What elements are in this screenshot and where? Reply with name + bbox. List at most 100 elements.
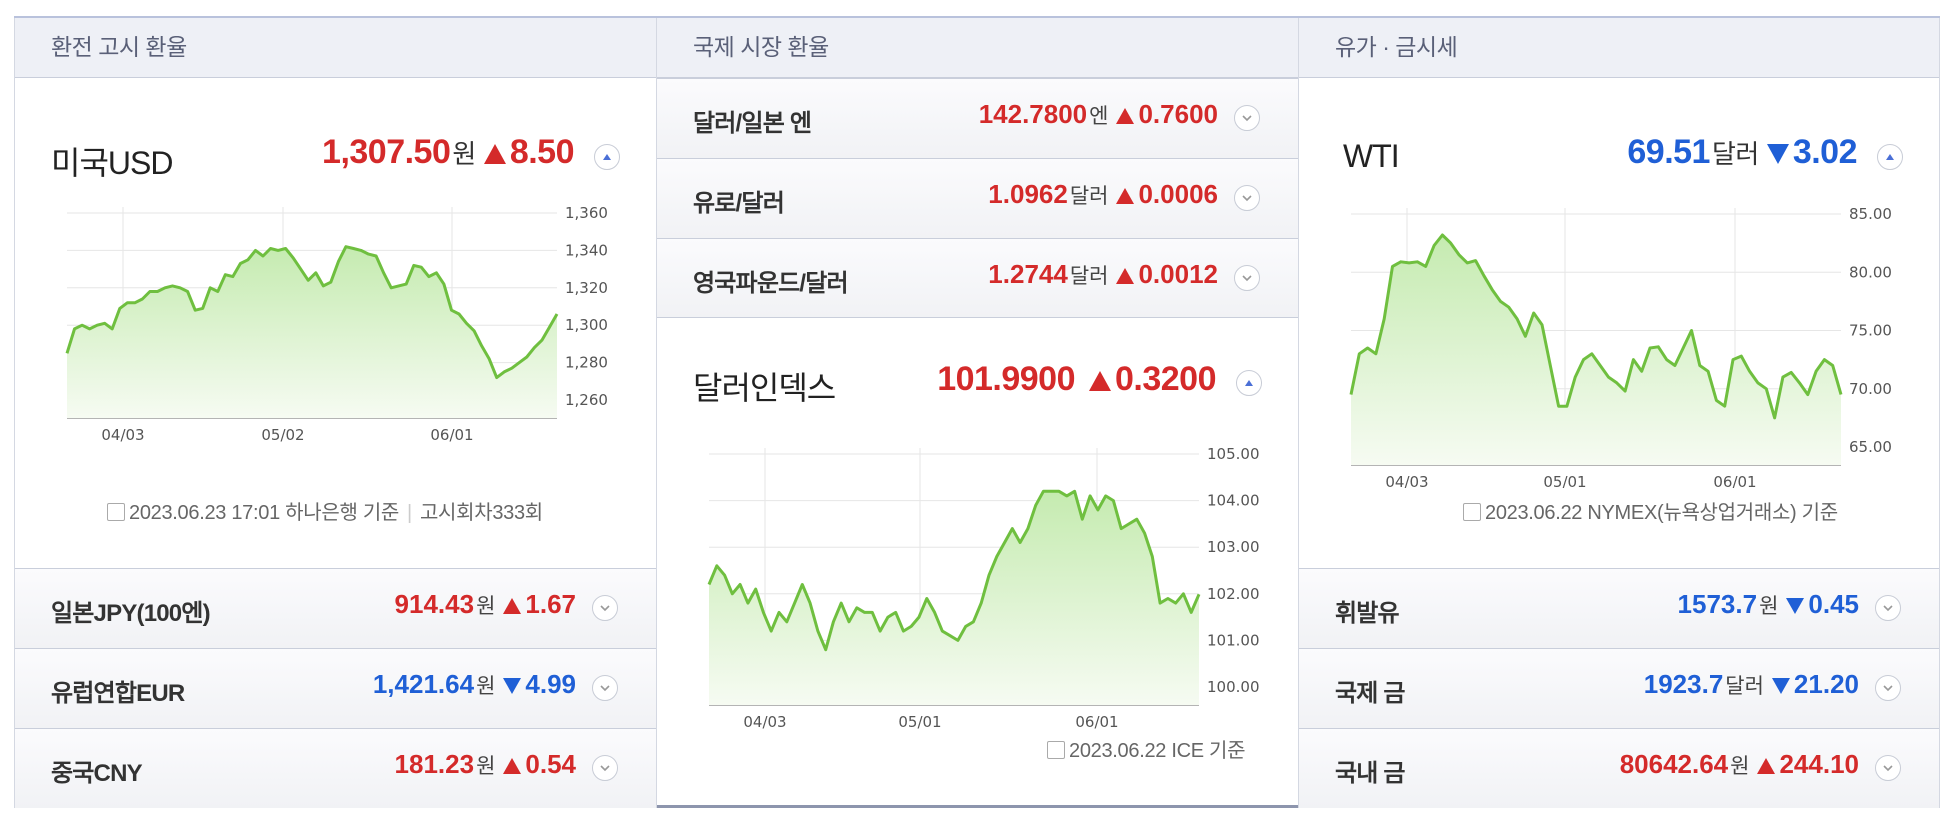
x-tick-label: 05/01 [898,713,941,731]
chevron-down-icon [1883,605,1893,612]
row-unit: 원 [476,755,496,778]
expand-chevron-button[interactable] [1234,105,1260,131]
y-tick-label: 1,320 [565,279,608,297]
rate-row-intl-gold[interactable]: 국제 금 1923.7달러 21.20 [1299,648,1939,728]
usd-note-round: 고시회차333회 [419,502,543,524]
row-label: 국제 금 [1335,680,1406,707]
dollar-index-title: 달러인덱스 [693,370,836,406]
expand-chevron-button[interactable] [592,755,618,781]
up-arrow-icon [483,144,506,165]
wti-value: 69.51 [1627,133,1710,171]
wti-note-text: 2023.06.22 NYMEX(뉴욕상업거래소) 기준 [1485,502,1838,524]
x-tick-label: 05/01 [1543,473,1586,488]
row-unit: 달러 [1725,675,1764,698]
y-tick-label: 1,360 [565,204,608,222]
rate-row-gbp-usd[interactable]: 영국파운드/달러 1.2744달러 0.0012 [657,238,1298,318]
column-oil-gold: 유가 · 금시세 WTI 69.51달러 3.02 85.00 80.00 75.00… [1298,18,1940,808]
row-label: 유럽연합EUR [51,680,185,707]
dollar-index-chart: 105.00 104.00 103.00 102.00 101.00 100.00 04/0… [707,445,1260,731]
row-change: 0.7600 [1138,99,1218,129]
y-tick-label: 75.00 [1849,322,1892,340]
row-change: 0.0012 [1138,259,1218,289]
up-arrow-icon [1116,268,1135,285]
y-tick-label: 65.00 [1849,438,1892,456]
up-arrow-icon [1089,371,1111,392]
expand-chevron-button[interactable] [1875,755,1901,781]
series-line [1349,233,1843,420]
x-tick-label: 04/03 [1385,473,1428,488]
expand-chevron-button[interactable] [1875,595,1901,621]
y-tick-label: 70.00 [1849,380,1892,398]
row-values: 1573.7원 0.45 [1678,589,1859,620]
row-label: 휘발유 [1335,600,1400,627]
row-unit: 원 [476,675,496,698]
down-arrow-icon [503,678,522,695]
calendar-icon [1463,503,1481,521]
expand-chevron-button[interactable] [592,675,618,701]
expand-chevron-button[interactable] [592,595,618,621]
rate-row-jpy[interactable]: 일본JPY(100엔) 914.43원 1.67 [15,568,656,648]
up-arrow-icon [1116,108,1135,125]
y-tick-label: 100.00 [1207,678,1260,696]
rate-row-domestic-gold[interactable]: 국내 금 80642.64원 244.10 [1299,728,1939,808]
rate-row-eur-usd[interactable]: 유로/달러 1.0962달러 0.0006 [657,158,1298,238]
row-values: 1.2744달러 0.0012 [988,259,1218,290]
row-label: 유로/달러 [693,190,785,217]
dollar-index-change: 0.3200 [1115,360,1217,398]
rate-row-eur[interactable]: 유럽연합EUR 1,421.64원 4.99 [15,648,656,728]
down-arrow-icon [1786,598,1805,615]
row-value: 142.7800 [978,99,1088,129]
row-values: 1923.7달러 21.20 [1644,669,1859,700]
row-change: 1.67 [525,589,576,619]
x-tick-label: 05/02 [261,426,304,444]
row-unit: 원 [476,595,496,618]
wti-change: 3.02 [1792,133,1858,171]
chevron-down-icon [600,605,610,612]
usd-change: 8.50 [509,133,575,171]
row-change: 0.45 [1808,589,1859,619]
wti-value-block: 69.51달러 3.02 [1627,133,1857,172]
y-tick-label: 85.00 [1849,205,1892,223]
y-tick-label: 1,300 [565,316,608,334]
expand-chevron-button[interactable] [1875,675,1901,701]
chevron-down-icon [1242,115,1252,122]
x-tick-label: 04/03 [743,713,786,731]
rate-row-gasoline[interactable]: 휘발유 1573.7원 0.45 [1299,568,1939,648]
collapse-chevron-button[interactable] [1877,144,1903,170]
x-tick-label: 06/01 [1713,473,1756,488]
rate-row-usd-jpy[interactable]: 달러/일본 엔 142.7800엔 0.7600 [657,78,1298,158]
series-area [1351,235,1841,465]
usd-value-block: 1,307.50원 8.50 [322,133,574,172]
row-unit: 엔 [1089,105,1109,128]
collapse-chevron-button[interactable] [594,144,620,170]
expand-chevron-button[interactable] [1234,265,1260,291]
collapse-chevron-button[interactable] [1236,370,1262,396]
wti-note: 2023.06.22 NYMEX(뉴욕상업거래소) 기준 [1463,496,1838,525]
x-tick-label: 06/01 [1075,713,1118,731]
series-area [709,491,1199,705]
rate-row-cny[interactable]: 중국CNY 181.23원 0.54 [15,728,656,808]
column-header: 환전 고시 환율 [15,18,656,78]
row-change: 4.99 [525,669,576,699]
chevron-up-icon [1245,380,1253,386]
y-tick-label: 1,340 [565,241,608,259]
usd-note-date: 2023.06.23 17:01 하나은행 기준 [129,502,400,524]
row-value: 181.23 [394,749,475,779]
chevron-down-icon [1242,195,1252,202]
down-arrow-icon [1766,144,1789,165]
wti-title: WTI [1343,138,1400,174]
column-international-rates: 국제 시장 환율 달러/일본 엔 142.7800엔 0.7600 유로/달러 1… [656,18,1298,808]
y-tick-label: 1,260 [565,391,608,409]
chevron-down-icon [600,765,610,772]
column-exchange-notice: 환전 고시 환율 미국USD 1,307.50원 8.50 1,360 1,340 1… [14,18,656,808]
x-tick-label: 06/01 [430,426,473,444]
expand-chevron-button[interactable] [1234,185,1260,211]
calendar-icon [1047,741,1065,759]
series-line [707,489,1201,652]
dollar-index-value: 101.9900 [937,360,1075,398]
row-change: 244.10 [1779,749,1859,779]
y-tick-label: 80.00 [1849,263,1892,281]
series-area [67,246,557,418]
dollar-index-value-block: 101.9900 0.3200 [937,360,1216,399]
row-value: 1,421.64 [372,669,475,699]
